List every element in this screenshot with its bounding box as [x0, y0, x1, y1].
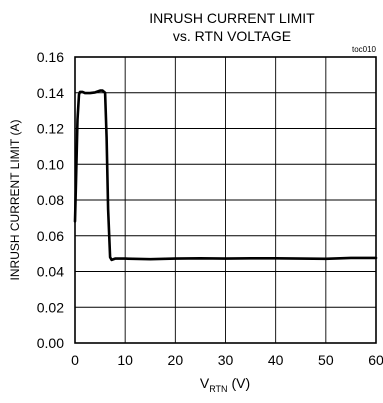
y-tick-label: 0.00 — [37, 335, 64, 351]
y-tick-label: 0.08 — [37, 192, 64, 208]
x-axis-label-unit: (V) — [228, 375, 251, 391]
y-axis-label: INRUSH CURRENT LIMIT (A) — [8, 120, 22, 281]
x-axis-label: VRTN (V) — [200, 375, 250, 394]
y-tick-label: 0.10 — [37, 156, 64, 172]
series-lines — [73, 89, 378, 262]
grid-lines — [75, 57, 376, 343]
y-tick-label: 0.04 — [37, 264, 64, 280]
y-tick-label: 0.12 — [37, 121, 64, 137]
x-tick-label: 20 — [168, 352, 184, 368]
y-tick-labels: 0.00 0.02 0.04 0.06 0.08 0.10 0.12 0.14 0.16 — [37, 49, 64, 351]
x-tick-labels: 0 10 20 30 40 50 60 — [71, 352, 383, 368]
series-line — [73, 89, 378, 262]
chart-title-line2: vs. RTN VOLTAGE — [173, 28, 291, 44]
x-axis-label-main: V — [200, 375, 210, 391]
x-tick-label: 0 — [71, 352, 79, 368]
x-tick-label: 60 — [368, 352, 383, 368]
y-tick-label: 0.02 — [37, 299, 64, 315]
chart-title-line1: INRUSH CURRENT LIMIT — [149, 10, 315, 26]
x-tick-label: 10 — [117, 352, 133, 368]
x-axis-label-subscript: RTN — [209, 384, 227, 394]
chart-tag: toc010 — [352, 45, 377, 54]
x-tick-label: 40 — [268, 352, 284, 368]
x-tick-label: 50 — [318, 352, 334, 368]
y-tick-label: 0.16 — [37, 49, 64, 65]
y-tick-label: 0.14 — [37, 85, 64, 101]
y-tick-label: 0.06 — [37, 228, 64, 244]
x-tick-label: 30 — [218, 352, 234, 368]
